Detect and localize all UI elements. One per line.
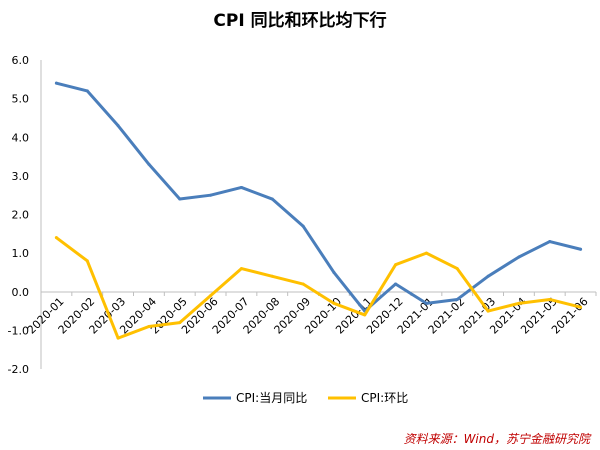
data-point (548, 297, 552, 301)
y-tick-label: -1.0 (8, 324, 29, 337)
data-point (178, 321, 182, 325)
data-point (209, 193, 213, 197)
y-tick-label: 3.0 (12, 170, 30, 183)
legend-label-yoy: CPI:当月同比 (236, 391, 307, 405)
data-point (54, 236, 58, 240)
data-point (147, 325, 151, 329)
series-line-0 (54, 81, 583, 313)
data-point (301, 224, 305, 228)
data-point (85, 89, 89, 93)
data-point (116, 336, 120, 340)
data-point (486, 309, 490, 313)
data-point (239, 185, 243, 189)
data-point (178, 197, 182, 201)
data-point (455, 267, 459, 271)
y-tick-label: 1.0 (12, 247, 30, 260)
data-point (147, 162, 151, 166)
y-tick-label: 4.0 (12, 131, 30, 144)
data-point (424, 251, 428, 255)
data-point (270, 197, 274, 201)
y-axis-labels: 6.0 5.0 4.0 3.0 2.0 1.0 0.0 -1.0 -2.0 (8, 54, 29, 376)
legend-label-mom: CPI:环比 (361, 391, 408, 405)
data-point (424, 301, 428, 305)
series-line-1 (54, 236, 583, 340)
chart-title: CPI 同比和环比均下行 (213, 11, 387, 31)
data-point (517, 301, 521, 305)
data-point (54, 81, 58, 85)
y-tick-label: 6.0 (12, 54, 30, 67)
data-point (548, 240, 552, 244)
data-point (332, 270, 336, 274)
y-tick-label: 5.0 (12, 93, 30, 106)
data-point (579, 305, 583, 309)
y-tick-label: 0.0 (12, 286, 30, 299)
y-tick-label: -2.0 (8, 363, 29, 376)
data-point (517, 255, 521, 259)
legend: CPI:当月同比 CPI:环比 (203, 391, 408, 405)
data-point (394, 263, 398, 267)
data-point (270, 274, 274, 278)
source-note: 资料来源：Wind，苏宁金融研究院 (403, 432, 590, 446)
data-point (455, 297, 459, 301)
data-point (394, 282, 398, 286)
data-point (116, 124, 120, 128)
data-point (486, 274, 490, 278)
data-point (209, 294, 213, 298)
data-point (332, 301, 336, 305)
series-lines (54, 81, 583, 340)
data-point (301, 282, 305, 286)
data-point (579, 247, 583, 251)
data-point (363, 313, 367, 317)
y-tick-label: 2.0 (12, 209, 30, 222)
data-point (239, 267, 243, 271)
data-point (85, 259, 89, 263)
